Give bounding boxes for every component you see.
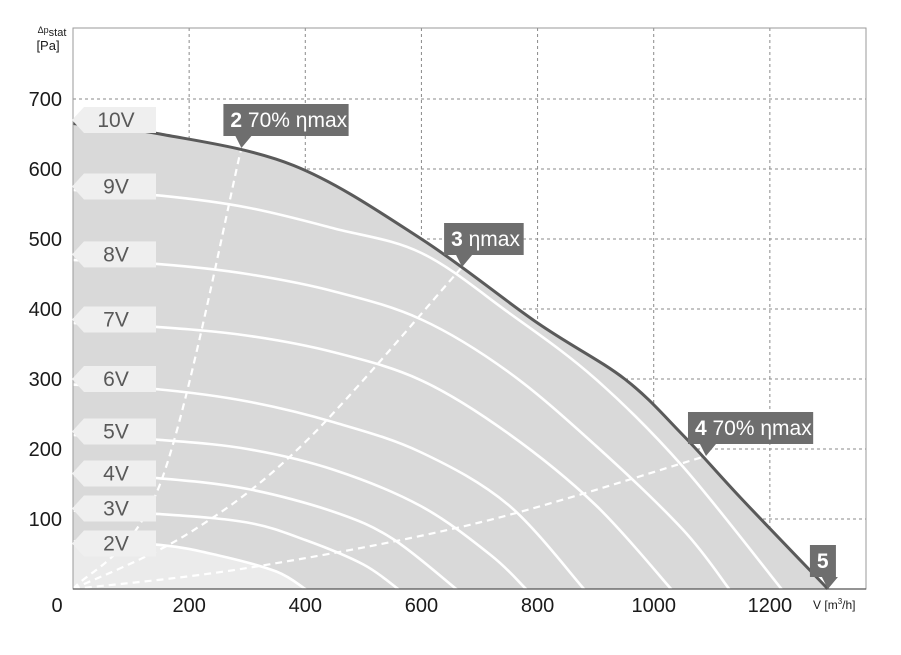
callout-text: 3 ηmax bbox=[451, 228, 520, 251]
envelope-line-10v bbox=[72, 122, 829, 591]
callout-shape bbox=[444, 223, 524, 267]
voltage-tag-shape bbox=[72, 173, 156, 200]
voltage-label-text: 7V bbox=[103, 309, 129, 332]
operating-point-5: 5 bbox=[809, 545, 838, 589]
x-axis-unit-post: /h] bbox=[842, 598, 855, 612]
voltage-label-text: 4V bbox=[103, 463, 129, 486]
voltage-tag-shape bbox=[72, 241, 156, 268]
speed-curve-6v bbox=[71, 383, 586, 591]
y-tick-label: 500 bbox=[29, 229, 62, 251]
callout-text: 2 70% ηmax bbox=[230, 109, 347, 132]
callout-shape bbox=[223, 104, 349, 148]
plot-area bbox=[73, 123, 828, 589]
voltage-label-text: 8V bbox=[103, 243, 129, 266]
callout-text: 4 70% ηmax bbox=[695, 417, 812, 440]
speed-curve-9v bbox=[71, 188, 783, 591]
y-tick-label: 400 bbox=[29, 299, 62, 321]
envelope-curve bbox=[72, 122, 829, 591]
x-axis-unit-sup: 3 bbox=[838, 597, 843, 606]
voltage-tag-shape bbox=[72, 366, 156, 392]
voltage-labels: 10V 9V 8V 7V 6V 5V 4V 3V 2V bbox=[72, 107, 156, 557]
operating-area bbox=[73, 123, 828, 589]
x-tick-label: 1200 bbox=[748, 595, 793, 617]
voltage-label-7v: 7V bbox=[72, 306, 156, 333]
callout-shape bbox=[809, 545, 838, 589]
voltage-label-2v: 2V bbox=[72, 530, 156, 557]
voltage-label-5v: 5V bbox=[72, 418, 156, 445]
voltage-label-text: 2V bbox=[103, 533, 129, 556]
x-tick-label: 600 bbox=[405, 595, 438, 617]
voltage-tag-shape bbox=[72, 306, 156, 333]
x-axis-title-main: V bbox=[813, 598, 821, 612]
y-tick-label: 600 bbox=[29, 159, 62, 181]
voltage-tag-shape bbox=[72, 107, 156, 133]
y-axis-title-sub: stat bbox=[49, 27, 67, 39]
x-tick-label: 1000 bbox=[631, 595, 676, 617]
voltage-label-3v: 3V bbox=[72, 495, 156, 522]
operating-point-4: 4 70% ηmax bbox=[687, 412, 814, 456]
voltage-tag-shape bbox=[72, 530, 156, 557]
voltage-label-4v: 4V bbox=[72, 460, 156, 487]
y-axis-title: Δpstat bbox=[38, 25, 67, 39]
y-tick-label: 300 bbox=[29, 369, 62, 391]
x-axis-unit-pre: [m bbox=[824, 598, 837, 612]
efficiency-lines bbox=[72, 147, 707, 591]
plot-frame bbox=[72, 27, 867, 590]
y-axis-title-main: Δp bbox=[38, 25, 49, 35]
callout-text: 5 bbox=[817, 550, 829, 573]
x-axis-title: V [m3/h] bbox=[813, 597, 856, 612]
callout-number: 5 bbox=[817, 550, 829, 573]
callout-description: 70% ηmax bbox=[707, 417, 813, 440]
voltage-label-text: 5V bbox=[103, 421, 129, 444]
x-tick-label: 200 bbox=[172, 595, 205, 617]
voltage-label-10v: 10V bbox=[72, 107, 156, 133]
x-tick-label: 0 bbox=[51, 595, 62, 617]
voltage-label-text: 3V bbox=[103, 498, 129, 521]
axis-labels: Δpstat [Pa] V [m3/h] 1002003004005006007… bbox=[29, 25, 856, 617]
voltage-tag-shape bbox=[72, 460, 156, 487]
callout-description: 70% ηmax bbox=[242, 109, 348, 132]
operating-point-3: 3 ηmax bbox=[444, 223, 524, 267]
voltage-label-6v: 6V bbox=[72, 366, 156, 392]
speed-curve-7v bbox=[71, 321, 673, 591]
callout-number: 2 bbox=[230, 109, 242, 132]
voltage-label-text: 6V bbox=[103, 368, 129, 391]
voltage-label-8v: 8V bbox=[72, 241, 156, 268]
voltage-label-text: 9V bbox=[103, 176, 129, 199]
x-tick-label: 800 bbox=[521, 595, 554, 617]
operating-point-labels: 2 70% ηmax 3 ηmax 4 70% ηmax 5 bbox=[223, 104, 838, 589]
callout-number: 4 bbox=[695, 417, 707, 440]
operating-point-2: 2 70% ηmax bbox=[223, 104, 349, 148]
voltage-label-text: 10V bbox=[97, 109, 134, 132]
callout-description: ηmax bbox=[463, 228, 521, 251]
y-tick-label: 700 bbox=[29, 89, 62, 111]
efficiency-line-3 bbox=[72, 454, 707, 591]
callout-number: 3 bbox=[451, 228, 463, 251]
voltage-tag-shape bbox=[72, 418, 156, 445]
voltage-label-9v: 9V bbox=[72, 173, 156, 200]
speed-curve-8v bbox=[71, 258, 731, 591]
efficiency-line-1 bbox=[72, 147, 243, 590]
voltage-tag-shape bbox=[72, 495, 156, 522]
x-tick-label: 400 bbox=[289, 595, 322, 617]
efficiency-line-2 bbox=[72, 266, 463, 590]
speed-curve-5v bbox=[71, 433, 528, 591]
y-axis-unit: [Pa] bbox=[36, 38, 59, 53]
y-tick-label: 200 bbox=[29, 439, 62, 461]
y-tick-label: 100 bbox=[29, 509, 62, 531]
callout-shape bbox=[687, 412, 814, 456]
